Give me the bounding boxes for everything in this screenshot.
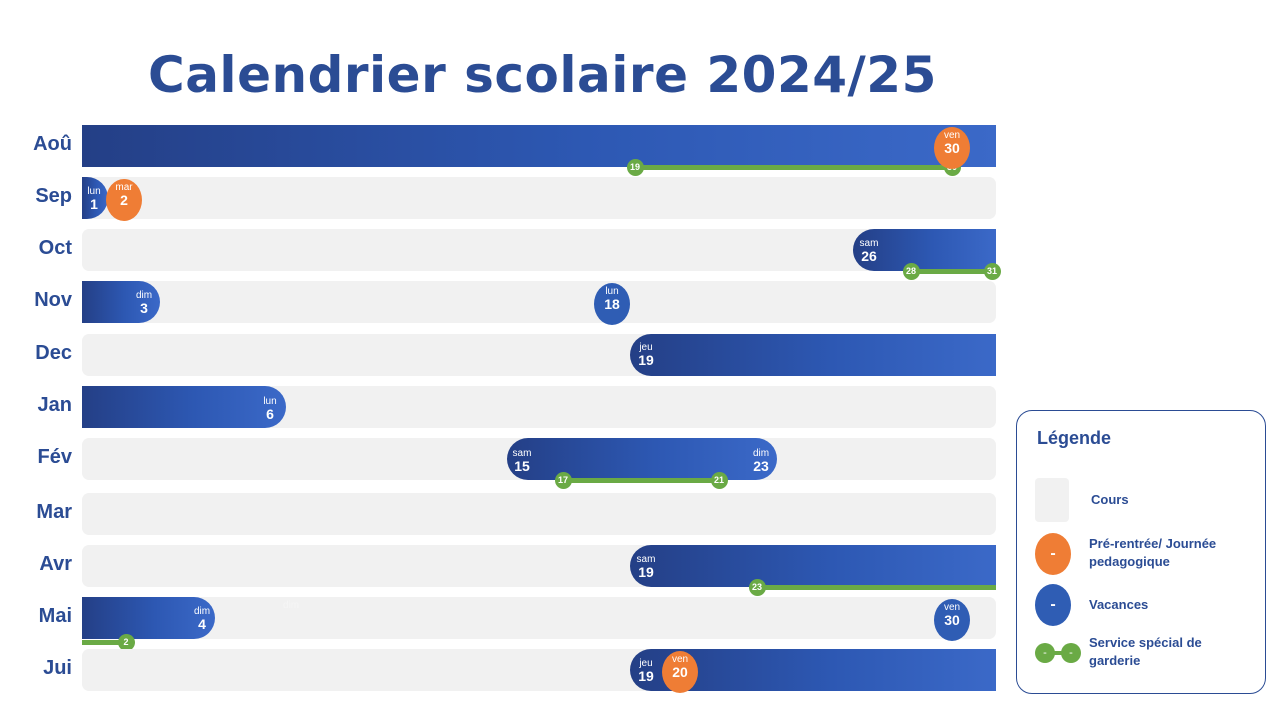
legend-swatch-vacances: - [1035, 584, 1071, 626]
date-label: lun 6 [263, 396, 277, 422]
garderie-line [563, 478, 719, 483]
month-label: Avr [39, 553, 72, 575]
legend-swatch-garderie: - - [1035, 642, 1081, 664]
month-row: Mar [0, 491, 1000, 537]
month-row: Dec jeu 19 [0, 332, 1000, 378]
date-label: dim 4 [193, 606, 211, 632]
vacances-bar [82, 597, 215, 639]
cours-track [82, 177, 996, 219]
pre-rentree-marker: mar 2 [106, 179, 142, 221]
cours-track [82, 597, 996, 639]
legend-swatch-pre-rentree: - [1035, 533, 1071, 575]
date-label: sam 19 [636, 554, 656, 580]
cours-track [82, 229, 996, 271]
date-label: sam 26 [859, 238, 879, 264]
date-label: dim [282, 600, 300, 611]
garderie-line [911, 269, 992, 274]
page-title: Calendrier scolaire 2024/25 [148, 46, 937, 104]
month-row: Nov dim 3 lun 18 [0, 279, 1000, 325]
cours-track [82, 493, 996, 535]
pre-rentree-marker: ven 30 [934, 127, 970, 169]
vacances-bar [82, 125, 996, 167]
month-label: Mai [38, 605, 72, 627]
legend-title: Légende [1037, 428, 1112, 448]
garderie-line [635, 165, 952, 170]
vacances-bar [630, 545, 996, 587]
cours-track [82, 281, 996, 323]
garderie-line [757, 585, 996, 590]
legend-swatch-cours [1035, 478, 1069, 522]
garderie-date-dot: 23 [748, 578, 766, 596]
date-label: dim 23 [752, 448, 770, 474]
garderie-date-dot: 28 [902, 262, 920, 280]
vacances-bar [507, 438, 777, 480]
month-label: Jan [37, 394, 72, 416]
garderie-date-dot: 21 [710, 471, 728, 489]
month-label: Jui [43, 657, 72, 679]
month-row: Jui jeu 19 ven 20 [0, 647, 1000, 693]
legend-label-vacances: Vacances [1089, 597, 1149, 612]
month-row: Aoû1930ven30 [0, 123, 1000, 176]
garderie-line [82, 640, 126, 645]
pre-rentree-marker: ven 20 [662, 651, 698, 693]
month-row: Sep lun 1 mar 2 [0, 175, 1000, 221]
month-label: Sep [35, 185, 72, 207]
legend: Légende Cours - Pré-rentrée/ Journée ped… [1016, 410, 1266, 694]
date-label: dim 3 [135, 290, 153, 316]
month-row: Mai 2 dim 4 dim ven 30 [0, 595, 1000, 651]
vacances-marker: lun 18 [594, 283, 630, 325]
month-row: Oct 28 31 sam 26 [0, 227, 1001, 280]
garderie-date-dot: 19 [626, 158, 644, 176]
month-label: Aoû [33, 133, 72, 155]
vacances-marker: ven 30 [934, 599, 970, 641]
month-label: Nov [34, 289, 72, 311]
legend-label-pre-rentree: Pré-rentrée/ Journée pedagogique [1089, 536, 1217, 569]
month-row: Jan lun 6 [0, 384, 1000, 430]
month-row: Avr 23 sam 19 [0, 543, 1000, 596]
vacances-bar [630, 334, 996, 376]
garderie-date-dot: 31 [983, 262, 1001, 280]
date-label: jeu 19 [638, 342, 654, 368]
date-label: jeu 19 [638, 658, 654, 684]
date-label: sam 15 [512, 448, 532, 474]
legend-label-cours: Cours [1091, 492, 1129, 507]
vacances-bar [82, 281, 160, 323]
month-label: Fév [37, 446, 72, 468]
vacances-bar [82, 386, 286, 428]
garderie-date-dot: 2 [117, 633, 135, 651]
garderie-date-dot: 17 [554, 471, 572, 489]
date-label: lun 1 [87, 186, 101, 212]
month-label: Dec [35, 342, 72, 364]
vacances-bar [852, 229, 996, 271]
legend-label-garderie: Service spécial de garderie [1089, 635, 1202, 668]
month-row: Fév 17 21 sam 15 dim 23 [0, 436, 1000, 489]
month-label: Oct [38, 237, 72, 259]
month-label: Mar [36, 501, 72, 523]
